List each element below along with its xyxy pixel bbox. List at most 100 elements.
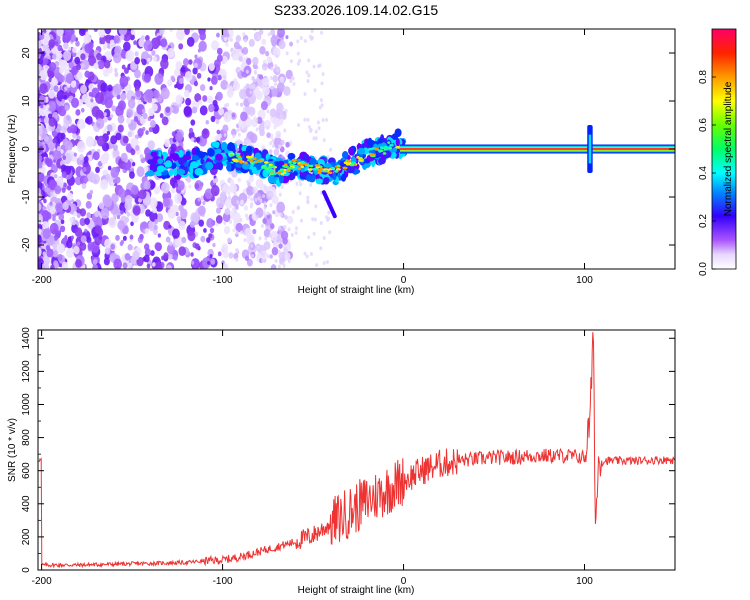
- spectrogram-noise-blob: [243, 231, 247, 236]
- spectrogram-noise-blob: [114, 71, 119, 78]
- spectrogram-noise-blob: [254, 197, 258, 202]
- spectrogram-noise-blob: [223, 225, 231, 235]
- spectrogram-noise-blob: [104, 247, 111, 255]
- spectrogram-hot-blob: [346, 159, 351, 163]
- spectrogram-hot-blob: [257, 159, 263, 162]
- spectrogram-noise-blob: [225, 42, 229, 47]
- spectrogram-spike-core: [588, 134, 592, 164]
- spectrogram-noise-blob: [143, 180, 151, 190]
- spectrogram-noise-blob: [243, 85, 247, 90]
- spectrogram-noise-blob: [172, 105, 180, 115]
- spectrogram-noise-blob: [257, 196, 261, 201]
- spectrogram-noise-blob: [76, 213, 81, 218]
- snr-y-tick-label: 400: [21, 495, 32, 512]
- spectrogram-band-blob: [211, 141, 220, 147]
- spectrogram-noise-blob: [141, 221, 148, 229]
- spectrogram-noise-blob: [250, 112, 254, 117]
- spectrogram-noise-blob: [174, 182, 179, 188]
- spectrogram-noise-blob: [175, 94, 183, 105]
- spectrogram-noise-blob: [83, 156, 89, 163]
- spectrogram-noise-blob: [60, 219, 65, 225]
- spectrogram-noise-blob: [53, 234, 59, 241]
- spectrogram-noise-blob: [227, 237, 232, 243]
- spectrogram-noise-blob: [102, 45, 107, 51]
- spectrogram-noise-blob: [69, 217, 74, 223]
- spectrogram-noise-blob: [322, 138, 326, 143]
- spectrogram-noise-blob: [265, 50, 270, 57]
- spectrogram-noise-blob: [129, 234, 134, 240]
- spectrogram-noise-blob: [146, 263, 151, 269]
- spectrogram-hot-blob: [300, 160, 305, 164]
- spectrogram-noise-blob: [283, 248, 287, 253]
- spectrogram-noise-blob: [282, 263, 286, 268]
- spectrogram-noise-blob: [41, 262, 50, 269]
- spectrogram-noise-blob: [303, 92, 307, 97]
- spectrogram-noise-blob: [173, 68, 181, 77]
- spectrogram-noise-blob: [328, 230, 332, 235]
- spectrogram-noise-blob: [138, 189, 147, 200]
- spectrogram-band-blob: [323, 177, 330, 185]
- spectrogram-noise-blob: [225, 115, 229, 120]
- spectrogram-noise-blob: [291, 210, 295, 215]
- spectrogram-noise-blob: [117, 124, 124, 133]
- spectrogram-noise-blob: [296, 51, 300, 56]
- spectrogram-hot-blob: [276, 171, 282, 175]
- spectrogram-noise-blob: [58, 105, 67, 117]
- spectrogram-hot-blob: [314, 164, 321, 167]
- spectrogram-band-blob: [226, 163, 232, 172]
- spectrogram-noise-blob: [306, 117, 310, 122]
- spectrogram-noise-blob: [233, 191, 237, 196]
- spectrogram-noise-blob: [329, 147, 333, 152]
- spectrogram-noise-blob: [139, 233, 144, 240]
- spectrogram-hot-blob: [388, 147, 392, 150]
- spectrogram-noise-blob: [215, 215, 223, 224]
- spectrogram-noise-blob: [94, 235, 102, 246]
- spectrogram-noise-blob: [289, 59, 293, 64]
- spectrogram-noise-blob: [216, 129, 221, 135]
- spectrogram-noise-blob: [50, 264, 55, 269]
- spectrogram-noise-blob: [54, 174, 58, 179]
- spectrogram-noise-blob: [160, 38, 168, 48]
- spectrogram-noise-blob: [62, 155, 67, 161]
- spectrogram-noise-blob: [93, 62, 99, 70]
- spectrogram-noise-blob: [259, 128, 265, 137]
- spectrogram-hot-blob: [292, 161, 297, 165]
- spectrogram-noise-blob: [277, 29, 286, 38]
- spectrogram-noise-blob: [314, 129, 318, 134]
- spectrogram-noise-blob: [156, 213, 164, 223]
- spectrogram-band-blob: [178, 156, 186, 166]
- spectrogram-noise-blob: [186, 36, 195, 47]
- spectrogram-noise-blob: [317, 126, 321, 131]
- spectrogram-noise-blob: [43, 198, 47, 204]
- spectrogram-noise-blob: [84, 43, 92, 54]
- spectrogram-noise-blob: [189, 29, 195, 32]
- spectrogram-noise-blob: [104, 97, 113, 109]
- snr-background: [38, 330, 675, 570]
- spectrogram-noise-blob: [258, 236, 262, 241]
- spectrogram-noise-blob: [218, 107, 225, 116]
- spectrogram-band-blob: [241, 162, 251, 170]
- spectrogram-noise-blob: [179, 208, 188, 219]
- spectrogram-noise-blob: [237, 177, 242, 183]
- spectrogram-band-blob: [198, 151, 206, 159]
- spectrogram-noise-blob: [161, 116, 169, 126]
- spectrogram-hot-blob: [324, 169, 329, 173]
- spectrogram-noise-blob: [48, 116, 57, 127]
- spectrogram-band-blob: [215, 148, 222, 154]
- spectrogram-noise-blob: [171, 228, 180, 239]
- spectrogram-hot-blob: [287, 166, 294, 170]
- spectrogram-noise-blob: [159, 113, 164, 119]
- spectrogram-noise-blob: [127, 244, 133, 251]
- spectrogram-noise-blob: [290, 232, 294, 237]
- spectrogram-noise-blob: [201, 128, 210, 139]
- spectrogram-noise-blob: [129, 171, 135, 179]
- spectrogram-noise-blob: [188, 59, 193, 65]
- spectrogram-band-blob: [185, 151, 191, 157]
- spectrogram-noise-blob: [170, 75, 175, 81]
- spectrogram-noise-blob: [148, 126, 153, 133]
- spectrogram-band-blob: [194, 167, 204, 176]
- spectrogram-noise-blob: [198, 40, 207, 52]
- spectrogram-noise-blob: [132, 250, 140, 261]
- spectrogram-noise-blob: [85, 115, 93, 125]
- spectrogram-noise-blob: [124, 252, 131, 261]
